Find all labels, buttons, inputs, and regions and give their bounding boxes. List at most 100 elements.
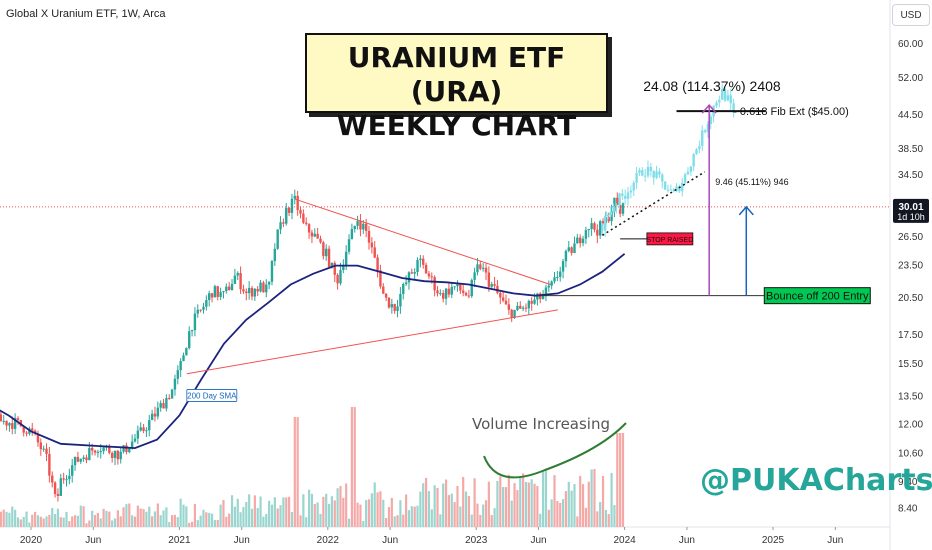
volume-bar — [131, 515, 134, 527]
candle-body — [230, 283, 234, 290]
candle-body — [59, 478, 62, 497]
volume-bar — [547, 509, 550, 527]
candle-body — [504, 300, 508, 305]
y-tick-label: 15.50 — [898, 359, 923, 370]
volume-bar — [170, 515, 174, 527]
candle-body — [42, 448, 45, 450]
candle-body — [347, 239, 351, 252]
volume-bar — [319, 513, 322, 527]
projection-candle — [646, 166, 650, 176]
candle-body — [48, 453, 51, 476]
candle-body — [285, 207, 288, 224]
volume-bar — [245, 501, 248, 527]
volume-bar — [450, 493, 453, 527]
volume-bar — [16, 517, 20, 527]
entry-box — [763, 287, 871, 305]
volume-bar — [102, 508, 105, 527]
projection-candle — [612, 206, 615, 212]
volume-bar — [305, 517, 308, 527]
volume-bar — [519, 477, 522, 527]
candle-body — [185, 348, 188, 356]
volume-bar — [76, 515, 80, 527]
candle-body — [442, 293, 445, 299]
volume-annotation: Volume Increasing — [472, 415, 610, 433]
candle-body — [116, 450, 120, 460]
candle-body — [356, 221, 359, 226]
volume-bar — [182, 504, 185, 527]
volume-bar — [493, 508, 496, 527]
candle-body — [402, 284, 405, 294]
currency-button[interactable]: USD — [892, 4, 930, 26]
x-tick-label: 2025 — [762, 535, 785, 546]
stop-box — [646, 232, 694, 246]
candle-body — [433, 277, 436, 291]
candle-body — [427, 273, 431, 277]
volume-bar — [467, 495, 470, 527]
candle-body — [319, 238, 322, 243]
candle-body — [119, 451, 122, 460]
candle-body — [553, 277, 556, 282]
volume-bar — [222, 499, 225, 527]
volume-bar — [168, 522, 171, 527]
volume-bar — [407, 510, 411, 527]
volume-bar — [296, 417, 299, 527]
candle-body — [162, 403, 165, 409]
candle-body — [422, 258, 425, 265]
candle-body — [16, 418, 20, 420]
volume-bar — [353, 407, 356, 527]
gain-label-mid: 9.46 (45.11%) 946 — [715, 177, 788, 187]
trend-dotted-line — [601, 171, 706, 236]
volume-bar — [339, 486, 342, 527]
candle-body — [45, 448, 48, 454]
candle-body — [96, 451, 100, 453]
candle-body — [299, 210, 302, 214]
volume-bar — [239, 512, 242, 527]
volume-bar — [610, 472, 613, 527]
candle-body — [2, 420, 5, 422]
y-tick-label: 26.50 — [898, 232, 923, 243]
candle-body — [322, 242, 325, 257]
volume-bar — [216, 519, 219, 527]
projection-candle — [703, 130, 707, 133]
projection-candle — [721, 88, 724, 100]
candle-body — [65, 479, 68, 481]
x-tick-label: Jun — [679, 535, 695, 546]
volume-bar — [559, 502, 562, 527]
volume-bar — [430, 509, 433, 527]
candle-body — [616, 197, 619, 205]
y-tick-label: 44.50 — [898, 110, 923, 121]
lower-wedge-line — [186, 309, 558, 375]
volume-bar — [233, 506, 236, 527]
volume-bar — [148, 506, 151, 527]
candle-body — [196, 309, 199, 314]
price-tag-value: 30.01 — [898, 202, 923, 213]
projection-candle — [638, 170, 641, 173]
volume-bar — [119, 516, 122, 527]
sma-200-line — [0, 253, 626, 450]
candle-body — [576, 237, 579, 244]
candle-body — [313, 233, 316, 237]
candle-body — [8, 423, 11, 426]
candle-body — [573, 243, 576, 253]
volume-bar — [8, 512, 11, 527]
candle-body — [88, 447, 91, 461]
projection-candle — [681, 182, 684, 192]
volume-bar — [601, 476, 605, 527]
volume-bar — [273, 497, 276, 527]
sma-label-box — [186, 389, 238, 402]
candle-body — [170, 389, 174, 399]
x-tick-label: Jun — [530, 535, 546, 546]
volume-bar — [11, 506, 14, 527]
volume-bar — [73, 515, 77, 527]
volume-bar — [416, 505, 419, 527]
volume-bar — [530, 479, 533, 527]
volume-bar — [250, 508, 254, 527]
volume-bar — [268, 500, 271, 527]
candle-body — [570, 247, 573, 253]
volume-bar — [439, 514, 442, 527]
candle-body — [567, 247, 570, 251]
volume-bar — [62, 517, 65, 527]
candle-body — [256, 288, 259, 292]
volume-bar — [71, 516, 74, 527]
